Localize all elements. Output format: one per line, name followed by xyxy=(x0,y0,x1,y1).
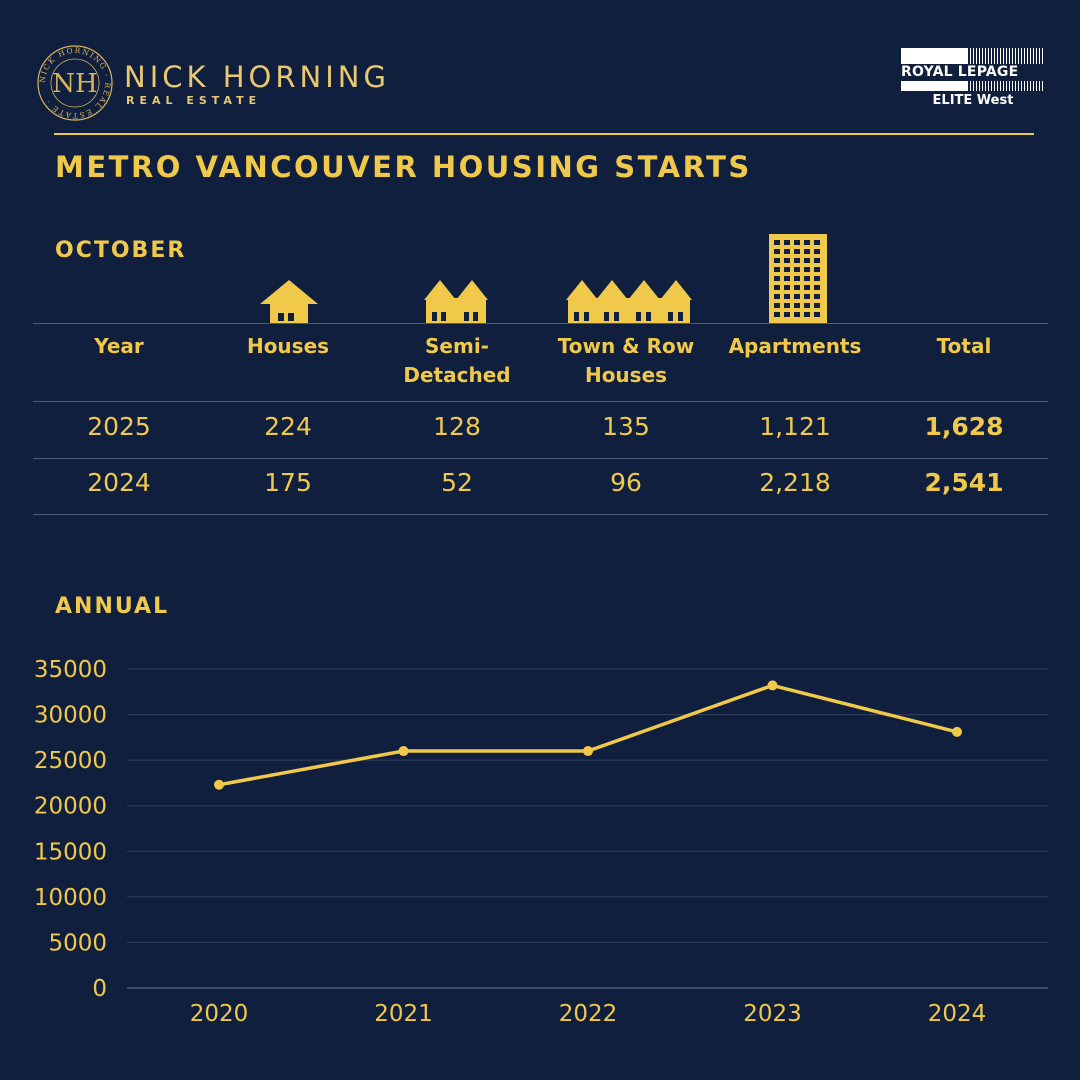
header-divider xyxy=(54,133,1034,135)
y-tick-label: 30000 xyxy=(34,703,107,729)
y-tick-label: 25000 xyxy=(34,748,107,774)
series-line xyxy=(218,683,958,787)
brand-seal-logo: NICK HORNING · REAL ESTATE · NH xyxy=(36,44,114,122)
brokerage-name: ROYAL LEPAGE xyxy=(901,64,1019,80)
x-tick-label: 2021 xyxy=(374,1001,433,1027)
cell-town: 135 xyxy=(602,412,650,441)
data-point xyxy=(214,779,224,790)
cell-apartments: 1,121 xyxy=(759,412,831,441)
page-title: METRO VANCOUVER HOUSING STARTS xyxy=(55,150,752,184)
apartment-icon xyxy=(769,234,827,324)
y-tick-label: 20000 xyxy=(34,794,107,820)
table-row-border xyxy=(33,458,1048,459)
cell-town: 96 xyxy=(610,468,642,497)
cell-apartments: 2,218 xyxy=(759,468,831,497)
annual-line-chart: 0 5000 10000 15000 20000 25000 30000 35000 2020 2… xyxy=(34,657,1048,1027)
x-tick-label: 2023 xyxy=(743,1001,802,1027)
cell-total: 2,541 xyxy=(924,468,1004,497)
house-icon xyxy=(260,280,318,324)
brokerage-office: ELITE West xyxy=(932,93,1014,108)
col-header-town-row: Town & Row Houses xyxy=(541,332,711,390)
col-header-semi-detached: Semi- Detached xyxy=(372,332,542,390)
cell-total: 1,628 xyxy=(924,412,1004,441)
royal-lepage-logo: ROYAL LEPAGE ELITE West xyxy=(901,48,1045,108)
cell-year: 2025 xyxy=(87,412,151,441)
data-point xyxy=(583,746,593,757)
y-tick-label: 35000 xyxy=(34,657,107,683)
semi-detached-icon xyxy=(424,280,488,324)
x-tick-label: 2022 xyxy=(559,1001,618,1027)
townhouse-icon xyxy=(566,280,692,324)
annual-section-label: ANNUAL xyxy=(55,594,170,619)
cell-houses: 175 xyxy=(264,468,312,497)
data-point xyxy=(398,746,409,757)
cell-houses: 224 xyxy=(264,412,312,441)
col-header-apartments: Apartments xyxy=(728,334,862,358)
y-tick-label: 10000 xyxy=(34,885,107,911)
y-tick-label: 0 xyxy=(92,976,107,1002)
col-header-total: Total xyxy=(936,334,992,358)
col-header-semi-line2: Detached xyxy=(403,363,511,387)
table-top-border xyxy=(33,323,1048,324)
cell-year: 2024 xyxy=(87,468,151,497)
col-header-town-line2: Houses xyxy=(584,363,668,387)
table-header-border xyxy=(33,401,1048,402)
col-header-houses: Houses xyxy=(246,334,330,358)
col-header-town-line1: Town & Row xyxy=(557,334,695,358)
cell-semi: 128 xyxy=(433,412,481,441)
october-section-label: OCTOBER xyxy=(55,238,187,263)
brand-name: NICK HORNING xyxy=(124,60,390,94)
brand-subtitle: REAL ESTATE xyxy=(126,94,262,107)
cell-semi: 52 xyxy=(441,468,473,497)
col-header-semi-line1: Semi- xyxy=(425,334,489,358)
data-point xyxy=(952,726,962,737)
x-tick-label: 2020 xyxy=(190,1001,249,1027)
table-bottom-border xyxy=(33,514,1048,515)
svg-text:NH: NH xyxy=(52,69,97,99)
x-tick-label: 2024 xyxy=(928,1001,987,1027)
data-point xyxy=(767,680,778,691)
y-tick-label: 5000 xyxy=(48,930,107,956)
y-tick-label: 15000 xyxy=(34,839,107,865)
col-header-year: Year xyxy=(94,334,144,358)
